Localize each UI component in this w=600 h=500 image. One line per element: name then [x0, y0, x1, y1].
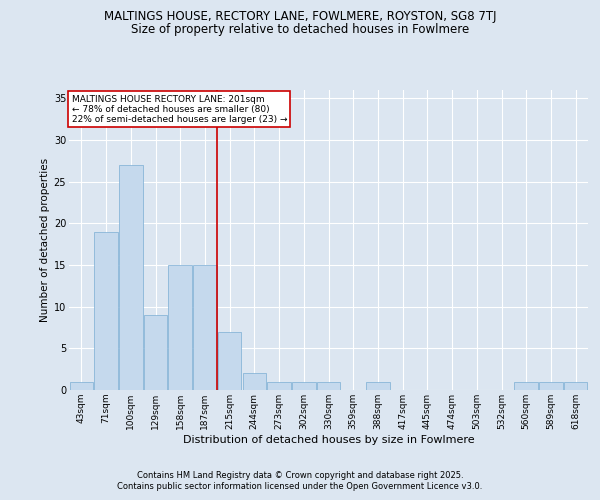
- Bar: [514, 382, 538, 390]
- Bar: [193, 265, 217, 390]
- Y-axis label: Number of detached properties: Number of detached properties: [40, 158, 50, 322]
- Bar: [218, 332, 241, 390]
- Bar: [169, 265, 192, 390]
- Bar: [242, 374, 266, 390]
- Bar: [70, 382, 93, 390]
- Text: MALTINGS HOUSE, RECTORY LANE, FOWLMERE, ROYSTON, SG8 7TJ: MALTINGS HOUSE, RECTORY LANE, FOWLMERE, …: [104, 10, 496, 23]
- Bar: [94, 232, 118, 390]
- X-axis label: Distribution of detached houses by size in Fowlmere: Distribution of detached houses by size …: [182, 434, 475, 444]
- Text: Contains HM Land Registry data © Crown copyright and database right 2025.: Contains HM Land Registry data © Crown c…: [137, 471, 463, 480]
- Text: Contains public sector information licensed under the Open Government Licence v3: Contains public sector information licen…: [118, 482, 482, 491]
- Bar: [292, 382, 316, 390]
- Bar: [119, 165, 143, 390]
- Bar: [317, 382, 340, 390]
- Bar: [539, 382, 563, 390]
- Bar: [564, 382, 587, 390]
- Bar: [366, 382, 389, 390]
- Bar: [268, 382, 291, 390]
- Text: MALTINGS HOUSE RECTORY LANE: 201sqm
← 78% of detached houses are smaller (80)
22: MALTINGS HOUSE RECTORY LANE: 201sqm ← 78…: [71, 94, 287, 124]
- Text: Size of property relative to detached houses in Fowlmere: Size of property relative to detached ho…: [131, 22, 469, 36]
- Bar: [144, 315, 167, 390]
